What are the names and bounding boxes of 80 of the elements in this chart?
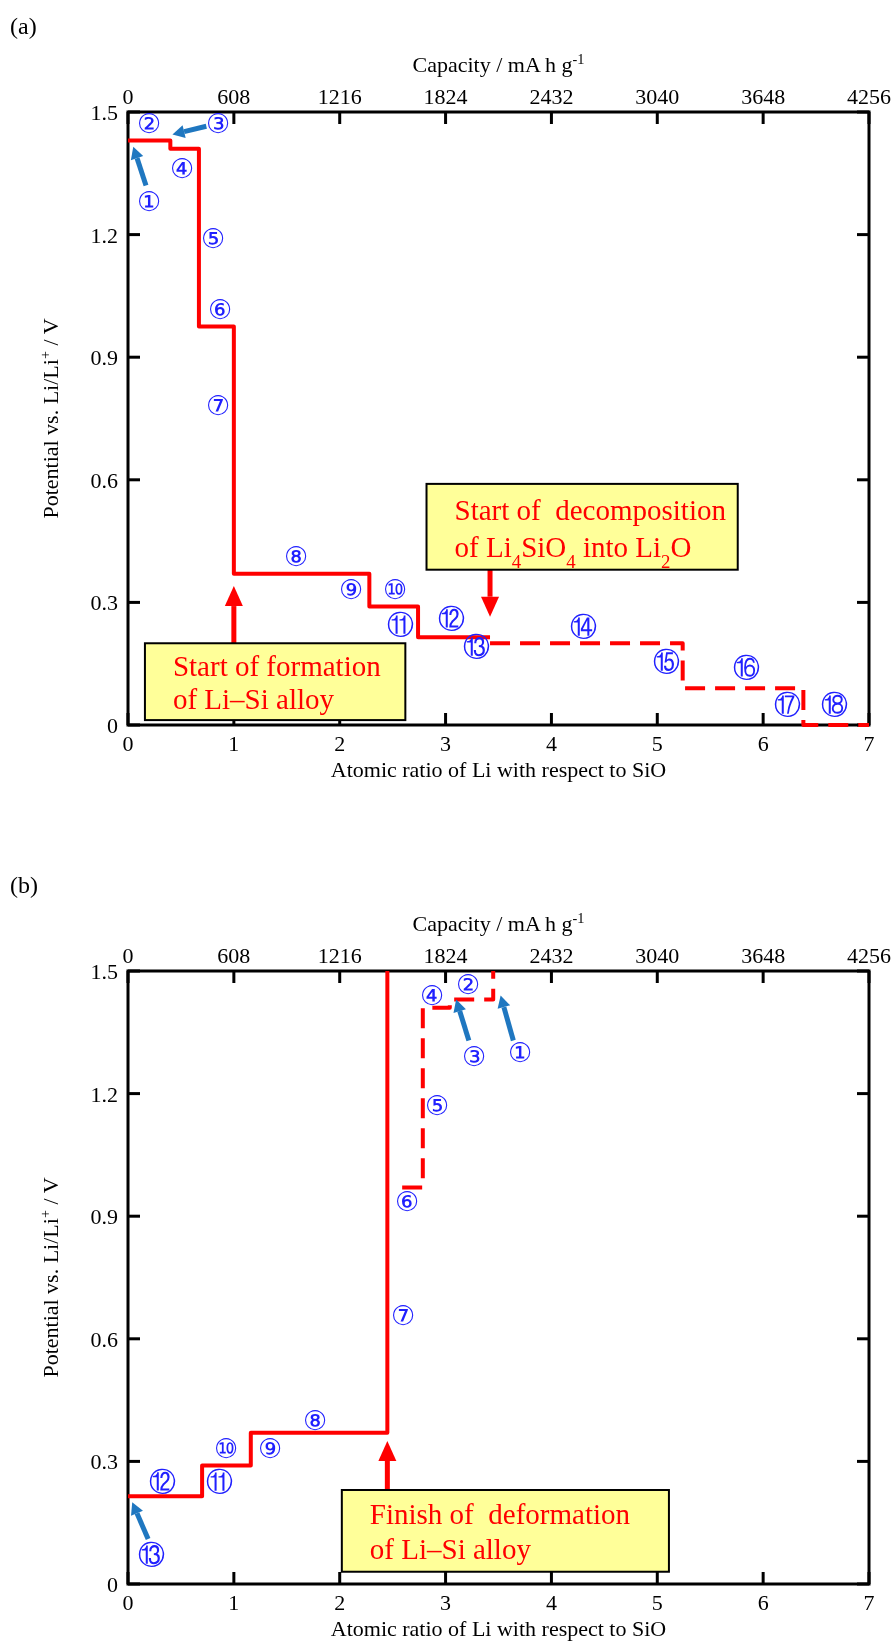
annotation: ③ xyxy=(205,109,230,140)
annotation: ⑨ xyxy=(339,575,364,606)
annotation: ⑱ xyxy=(820,689,848,720)
annotation: Start of formation of Li–Si alloy xyxy=(172,649,382,715)
x-tick-label: 4 xyxy=(545,731,557,756)
annotation: ④ xyxy=(419,980,444,1011)
annotation: ⑨ xyxy=(257,1434,282,1465)
y-tick-label: 1.5 xyxy=(90,959,118,984)
x-tick-label: 5 xyxy=(651,1590,663,1615)
annotation: ⑥ xyxy=(395,1186,420,1217)
annotation: ① xyxy=(507,1037,532,1068)
x-tick-label: 4 xyxy=(545,1590,557,1615)
x2-axis-title: Capacity / mA h g$^{-1}$ xyxy=(412,51,585,77)
x-axis-title: Atomic ratio of Li with respect to SiO xyxy=(330,1616,667,1641)
x2-tick-label: 3040 xyxy=(635,84,680,109)
x2-tick-label: 1216 xyxy=(317,943,362,968)
x2-tick-label: 608 xyxy=(217,943,251,968)
chart-title: (a) xyxy=(10,13,37,39)
annotation: ⑪ xyxy=(205,1466,233,1497)
annotation: ⑬ xyxy=(462,632,490,663)
annotation: ⑧ xyxy=(303,1405,328,1436)
annotation: ② xyxy=(455,970,480,1001)
x-tick-label: 1 xyxy=(228,1590,240,1615)
x-tick-label: 6 xyxy=(757,731,769,756)
annotation: ③ xyxy=(462,1041,487,1072)
annotation: ⑬ xyxy=(137,1540,165,1571)
x2-tick-label: 3040 xyxy=(635,943,680,968)
x-tick-label: 7 xyxy=(863,731,875,756)
x-axis-title: Atomic ratio of Li with respect to SiO xyxy=(330,757,667,782)
annotation: ⑩ xyxy=(214,1434,239,1465)
x2-tick-label: 608 xyxy=(217,84,251,109)
y-tick-label: 0 xyxy=(107,713,118,738)
annotation: Start of decomposition of Li$_{4}$SiO$_{4}$ into Li$_{2}$O xyxy=(454,493,727,572)
y-tick-label: 0.3 xyxy=(90,590,118,616)
x-tick-label: 3 xyxy=(440,731,452,756)
x2-tick-label: 2432 xyxy=(529,84,574,109)
annotation: ⑰ xyxy=(773,689,801,720)
y-tick-label: 0.9 xyxy=(90,345,118,371)
x2-tick-label: 2432 xyxy=(529,943,574,968)
annotation: ⑮ xyxy=(653,646,681,677)
chart-title: (b) xyxy=(10,872,38,898)
x2-tick-label: 4256 xyxy=(847,943,891,968)
y-tick-label: 0.6 xyxy=(90,1326,118,1352)
annotation: ⑤ xyxy=(425,1090,450,1121)
annotation: ⑭ xyxy=(569,611,597,642)
annotation: ⑯ xyxy=(732,652,760,683)
annotation: ⑪ xyxy=(386,609,414,640)
annotation: Finish of deformation of Li–Si alloy xyxy=(369,1498,631,1566)
annotation: ⑥ xyxy=(208,295,233,326)
y-tick-label: 0.6 xyxy=(90,467,118,493)
x-tick-label: 6 xyxy=(757,1590,769,1615)
annotation: ① xyxy=(137,186,162,217)
x-tick-label: 2 xyxy=(334,1590,346,1615)
x-tick-label: 1 xyxy=(228,731,240,756)
y-tick-label: 1.5 xyxy=(90,100,118,125)
x-tick-label: 7 xyxy=(863,1590,875,1615)
annotation: ⑩ xyxy=(382,575,407,606)
y-tick-label: 0.3 xyxy=(90,1449,118,1475)
y-tick-label: 0 xyxy=(107,1572,118,1597)
x2-tick-label: 3648 xyxy=(741,84,786,109)
y-tick-label: 1.2 xyxy=(90,222,118,248)
annotation: ⑧ xyxy=(284,542,309,573)
x2-tick-label: 1216 xyxy=(317,84,362,109)
x2-tick-label: 4256 xyxy=(847,84,891,109)
annotation: ⑫ xyxy=(149,1466,177,1497)
x-tick-label: 5 xyxy=(651,731,663,756)
annotation: ② xyxy=(137,109,162,140)
x-tick-label: 2 xyxy=(334,731,346,756)
x2-tick-label: 1824 xyxy=(423,84,468,109)
annotation: ④ xyxy=(169,154,194,185)
annotation: ⑤ xyxy=(200,223,225,254)
x2-tick-label: 1824 xyxy=(423,943,468,968)
x2-tick-label: 3648 xyxy=(741,943,786,968)
annotation: ⑦ xyxy=(205,391,230,422)
y-tick-label: 0.9 xyxy=(90,1204,118,1230)
annotation: ⑫ xyxy=(438,603,466,634)
x-tick-label: 3 xyxy=(440,1590,452,1615)
annotation: ⑦ xyxy=(391,1301,416,1332)
y-tick-label: 1.2 xyxy=(90,1081,118,1107)
x2-axis-title: Capacity / mA h g$^{-1}$ xyxy=(412,910,585,936)
